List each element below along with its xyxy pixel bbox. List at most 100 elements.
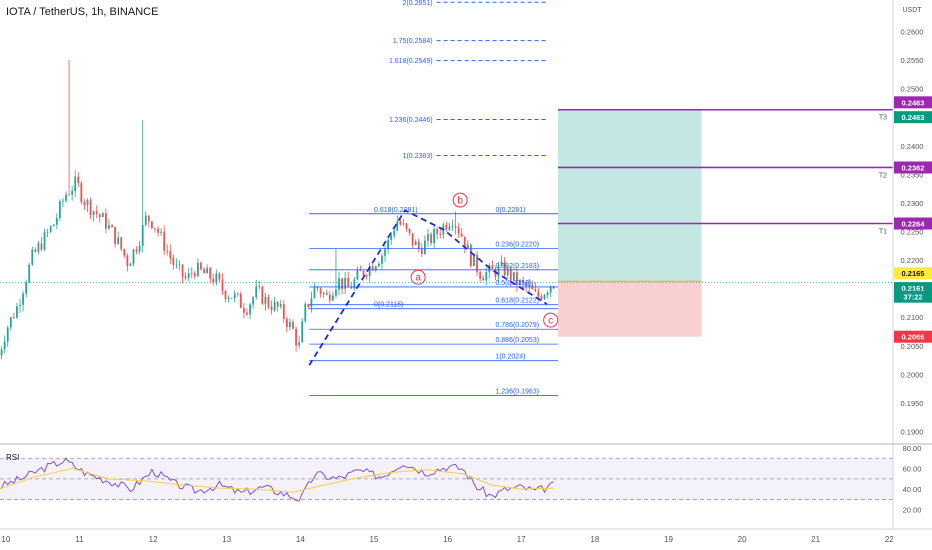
candle-body — [411, 233, 414, 245]
candle-body — [448, 226, 451, 230]
candle-body — [282, 304, 285, 319]
candle-body — [184, 276, 187, 278]
candle-body — [301, 321, 304, 343]
candle-body — [304, 303, 307, 322]
y-tick-label: 0.2250 — [901, 228, 924, 237]
candle-body — [451, 226, 454, 228]
candle-body — [316, 286, 319, 289]
candle-body — [543, 294, 546, 300]
candle-body — [359, 270, 362, 272]
candle-body — [482, 278, 485, 281]
fib-label: 1(0.2024) — [495, 354, 525, 361]
candle-body — [267, 296, 270, 307]
candle-body — [6, 327, 9, 342]
candle-body — [68, 194, 70, 196]
candle-body — [19, 304, 21, 307]
candle-body — [46, 231, 49, 233]
candle-body — [166, 250, 169, 252]
stop-zone — [558, 281, 702, 337]
price-label-box — [894, 161, 932, 174]
candle-body — [516, 272, 518, 285]
wave-label: b — [457, 196, 463, 207]
candle-body — [12, 317, 15, 319]
candle-body — [396, 221, 399, 231]
candle-body — [187, 273, 190, 278]
rsi-tick-label: 40.00 — [903, 485, 922, 494]
x-tick-label: 11 — [75, 535, 84, 544]
candle-body — [37, 243, 40, 252]
candle-body — [500, 261, 503, 266]
candle-body — [387, 239, 389, 250]
candle-body — [178, 264, 181, 266]
x-tick-label: 19 — [664, 535, 673, 544]
candle-body — [525, 283, 528, 287]
fib-label: 1.236(0.1963) — [495, 389, 539, 396]
wave-label: a — [415, 273, 421, 284]
fib-label: 0(0.2281) — [495, 207, 525, 214]
candle-body — [368, 266, 371, 277]
candle-body — [540, 296, 543, 300]
rsi-line — [0, 457, 554, 502]
candle-body — [365, 275, 368, 277]
candle-body — [215, 273, 218, 283]
candle-body — [436, 229, 439, 234]
price-label-text: 0.2362 — [902, 163, 925, 172]
y-tick-label: 0.2200 — [901, 256, 924, 265]
candle-body — [546, 292, 549, 295]
candle-body — [0, 349, 3, 356]
candle-body — [175, 264, 178, 266]
candle-body — [147, 215, 150, 222]
price-label-box — [894, 330, 932, 343]
candle-body — [258, 286, 261, 288]
candle-body — [341, 278, 343, 289]
candle-body — [104, 213, 107, 229]
candle-body — [420, 248, 423, 255]
candle-body — [154, 228, 156, 229]
candle-body — [549, 286, 552, 293]
price-label-text: 0.2264 — [902, 220, 926, 229]
candle-body — [230, 298, 233, 299]
candle-body — [430, 234, 432, 244]
target-label: T3 — [879, 115, 887, 122]
candle-body — [129, 263, 132, 266]
candle-body — [209, 267, 212, 279]
candle-body — [101, 213, 104, 218]
candle-body — [261, 286, 264, 304]
candle-body — [49, 226, 52, 232]
candle-body — [55, 217, 58, 225]
candle-body — [200, 262, 202, 270]
candle-body — [172, 257, 175, 265]
x-tick-label: 21 — [811, 535, 820, 544]
candle-body — [362, 270, 365, 276]
candle-body — [402, 223, 405, 225]
candle-body — [28, 264, 31, 283]
y-tick-label: 0.2400 — [901, 142, 924, 151]
y-tick-label: 0.2000 — [901, 370, 924, 379]
candle-body — [353, 279, 356, 289]
candle-body — [190, 273, 193, 275]
candle-body — [503, 261, 506, 276]
candle-body — [255, 286, 258, 298]
candle-body — [519, 280, 521, 285]
candle-body — [322, 292, 325, 294]
candle-body — [292, 321, 294, 329]
price-label-box — [894, 217, 932, 230]
candle-body — [295, 328, 297, 346]
candle-body — [108, 225, 110, 229]
candle-body — [43, 232, 46, 250]
candle-body — [460, 233, 463, 237]
candle-body — [34, 249, 37, 252]
fib-extension-label: 1.618(0.2549) — [389, 58, 433, 65]
candle-body — [470, 244, 472, 266]
candle-body — [246, 312, 248, 315]
candles — [0, 60, 555, 360]
price-label-text: 0.2463 — [902, 113, 925, 122]
candle-body — [163, 231, 166, 251]
target-zone — [558, 109, 702, 282]
x-tick-label: 12 — [149, 535, 158, 544]
y-tick-label: 0.2600 — [901, 27, 924, 36]
candle-body — [506, 268, 509, 276]
candle-body — [25, 282, 28, 294]
candle-body — [313, 286, 316, 299]
